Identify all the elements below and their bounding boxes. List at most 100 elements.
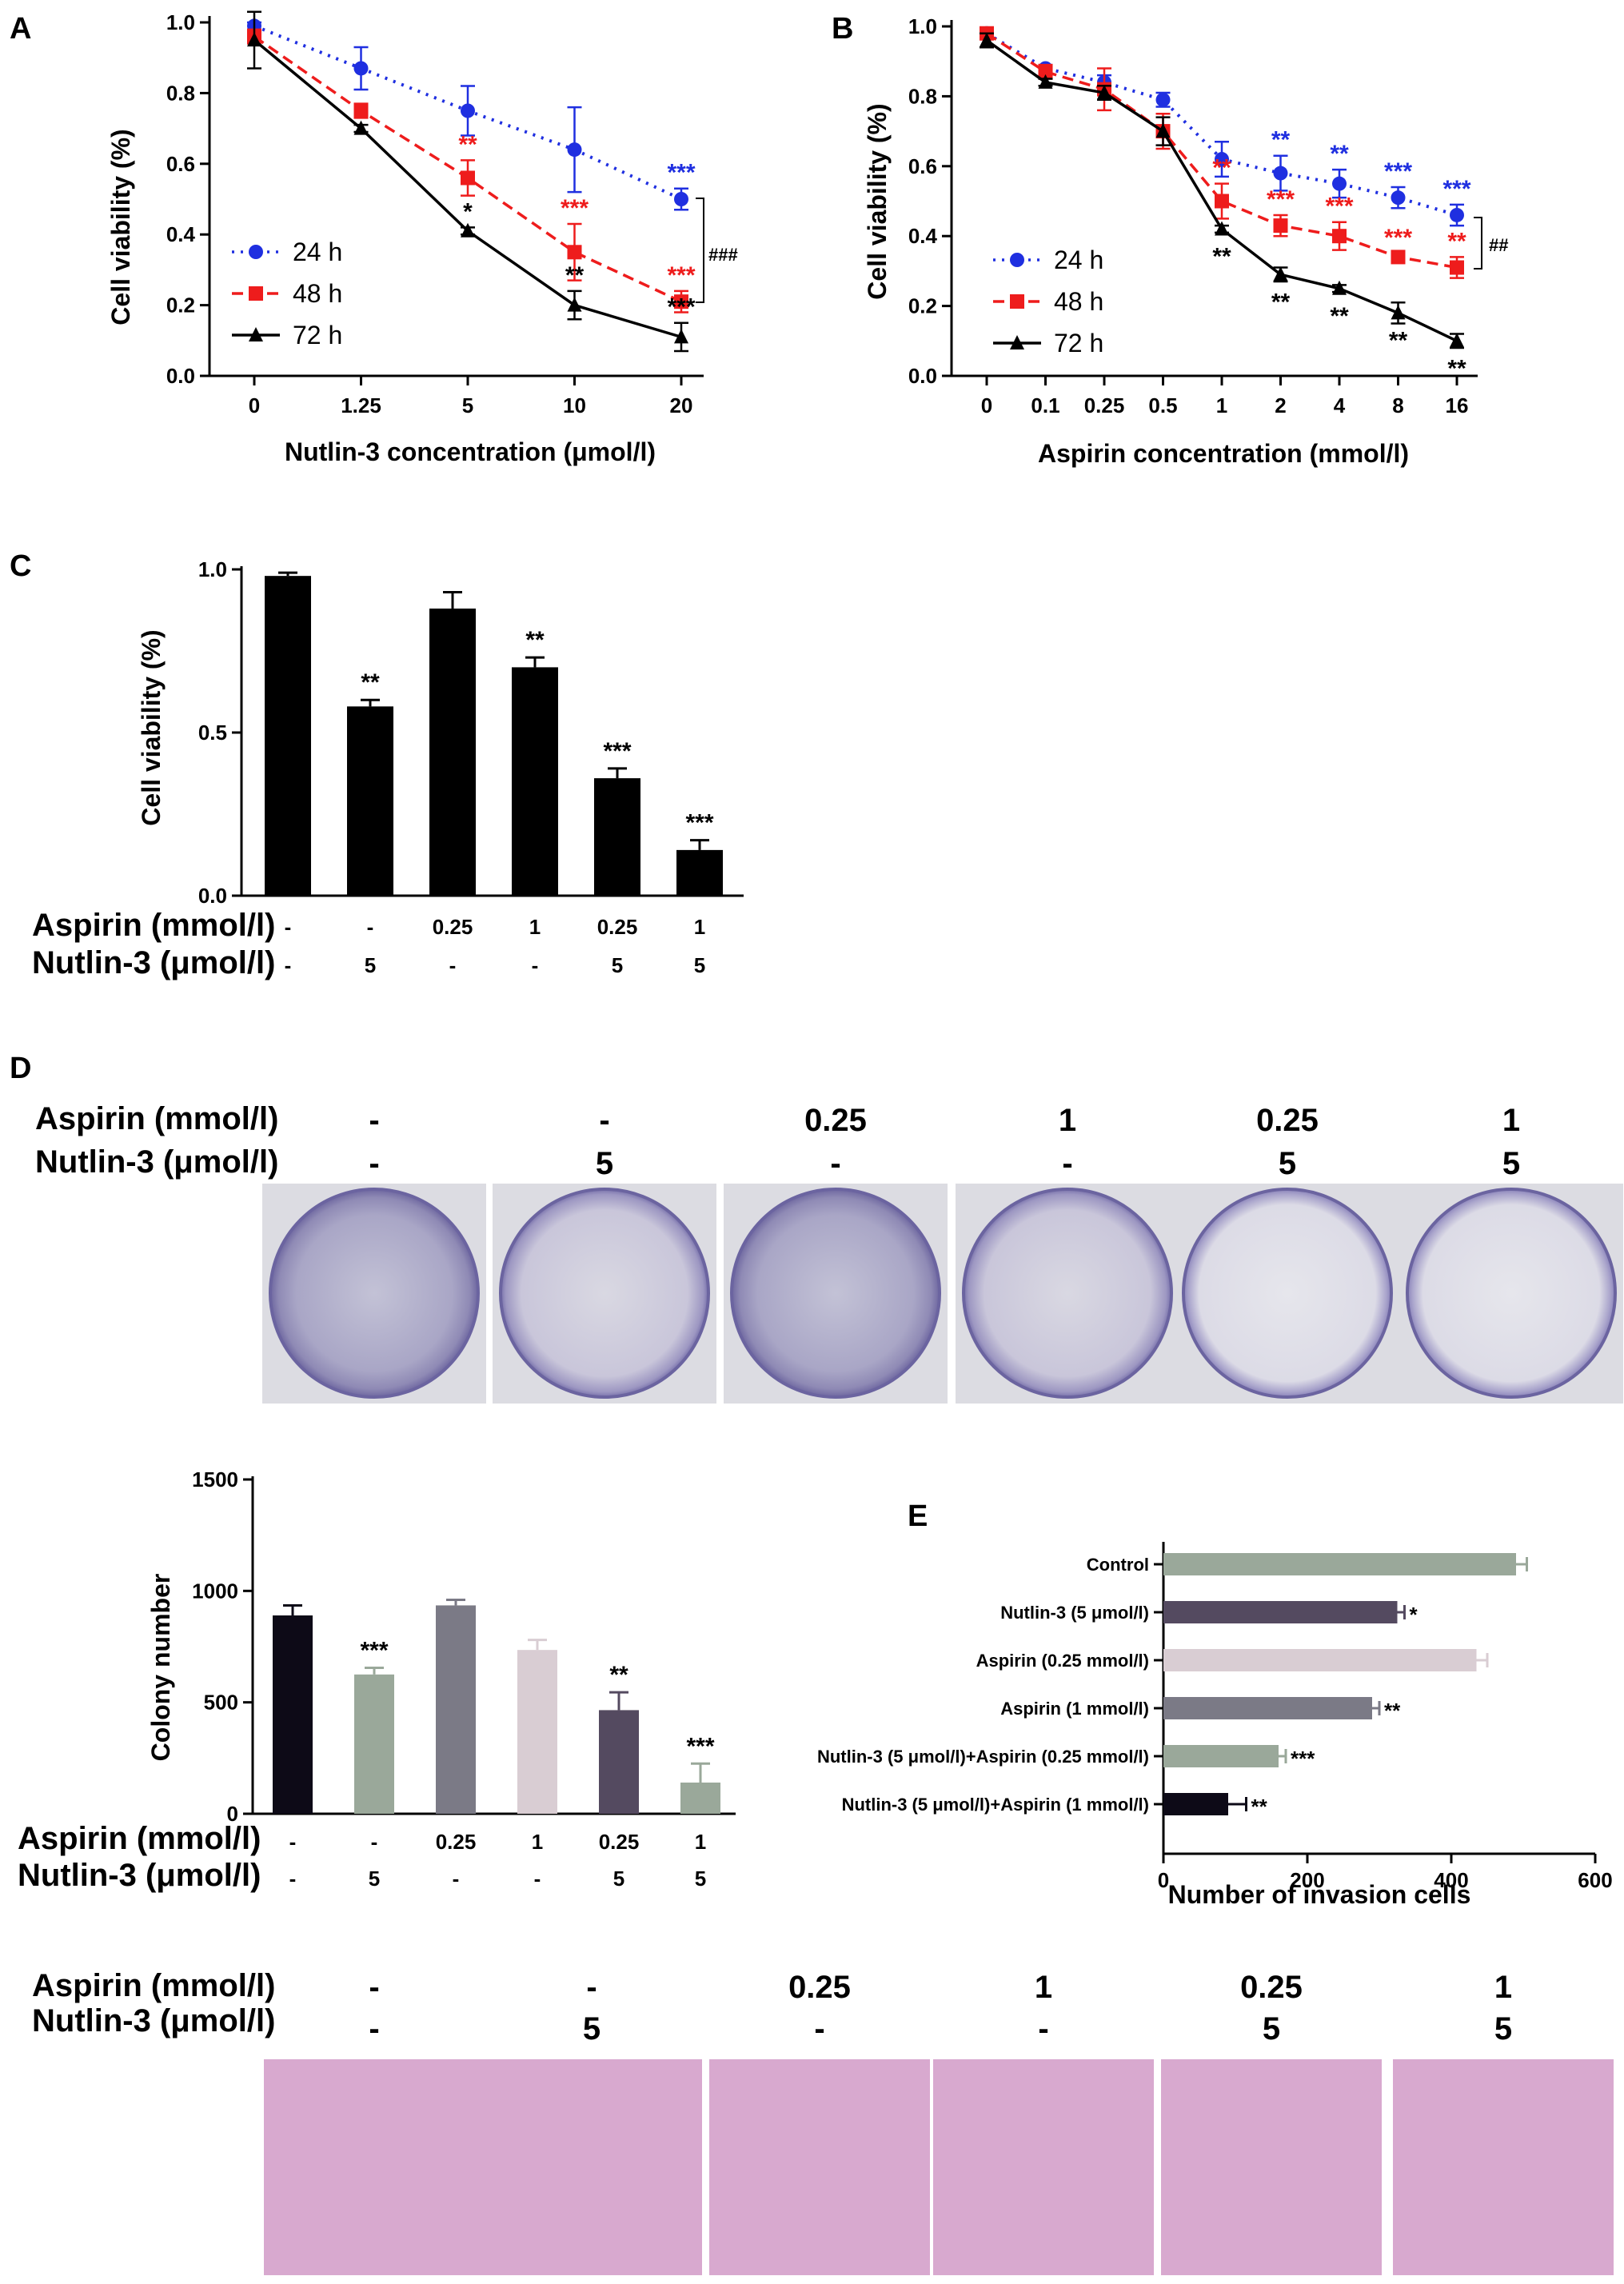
panel-d-nutlin-value: 5 xyxy=(695,1867,706,1891)
panel-e-category-label: Nutlin-3 (5 μmol/l) xyxy=(1000,1603,1149,1623)
panel-a-series-1: ******** xyxy=(247,28,696,313)
panel-d-bar xyxy=(599,1710,639,1814)
panel-b-legend-marker xyxy=(1010,335,1024,349)
panel-b-series-1: ***** ****** ** xyxy=(980,26,1466,279)
panel-d-aspirin-value: 1 xyxy=(532,1830,543,1854)
panel-d-aspirin-value: - xyxy=(289,1830,297,1854)
panel-d-plate-nutlin-value: 5 xyxy=(596,1146,613,1181)
panel-b-x-tick-label: 1 xyxy=(1216,393,1227,417)
panel-d-plate-nutlin-value: - xyxy=(369,1146,379,1181)
invasion-nutlin-value: - xyxy=(369,2011,379,2046)
panel-d-aspirin-value: - xyxy=(371,1830,378,1854)
panel-c: C 0.00.51.0 ********** Cell viability (%… xyxy=(10,549,744,980)
panel-a-y-tick-label: 0.2 xyxy=(166,293,195,317)
panel-c-bar xyxy=(429,608,476,896)
panel-b-point xyxy=(1038,74,1053,89)
panel-b-legend-label: 48 h xyxy=(1054,287,1103,316)
panel-d-bar xyxy=(273,1615,313,1814)
panel-d-colony-plates xyxy=(262,1184,1623,1404)
panel-c-significance: ** xyxy=(525,627,545,653)
panel-a-significance: *** xyxy=(667,294,695,321)
panel-d-plate-group-labels: - - - 5 0.25 - 1 - 0.25 5 1 5 xyxy=(369,1103,1520,1181)
panel-b-point xyxy=(1215,194,1229,209)
panel-a-legend-label: 24 h xyxy=(293,238,342,266)
panel-d-nutlin-value: 5 xyxy=(369,1867,380,1891)
panel-d-aspirin-value: 0.25 xyxy=(436,1830,477,1854)
panel-a-x-tick-label: 5 xyxy=(462,393,473,417)
panel-d-plate-aspirin-value: - xyxy=(369,1103,379,1138)
panel-b-x-tick-label: 16 xyxy=(1446,393,1469,417)
panel-a-point xyxy=(674,192,688,206)
panel-d-chart-row-nutlin-label: Nutlin-3 (μmol/l) xyxy=(18,1858,261,1893)
panel-b-point xyxy=(1155,92,1171,107)
panel-b-legend-marker xyxy=(1010,294,1024,309)
panel-d-row-aspirin-label: Aspirin (mmol/l) xyxy=(35,1101,278,1136)
panel-d-plate-aspirin-value: 0.25 xyxy=(804,1103,867,1138)
panel-a-legend-label: 72 h xyxy=(293,321,342,349)
panel-c-aspirin-value: - xyxy=(285,915,292,939)
panel-a-xlabel: Nutlin-3 concentration (μmol/l) xyxy=(285,437,656,466)
invasion-nutlin-value: - xyxy=(1038,2011,1048,2046)
panel-a-x-tick-label: 0 xyxy=(249,393,260,417)
panel-d-y-tick-label: 0 xyxy=(227,1802,238,1826)
panel-a-significance: * xyxy=(463,198,473,225)
panel-c-aspirin-value: 1 xyxy=(529,915,541,939)
panel-e-bars: ******** xyxy=(1163,1553,1528,1819)
panel-d-plate-aspirin-value: 1 xyxy=(1502,1103,1520,1138)
panel-a-axes: 0.0 0.2 0.4 0.6 0.8 1.0 0 1.25 5 10 20 xyxy=(166,10,704,417)
panel-a-x-tick-label: 1.25 xyxy=(341,393,381,417)
panel-c-bar xyxy=(347,706,393,896)
panel-d: D Aspirin (mmol/l) Nutlin-3 (μmol/l) - - -… xyxy=(10,1052,1623,1893)
panel-a-y-tick-label: 0.8 xyxy=(166,81,195,105)
panel-c-group-labels: - - - 5 0.25 - 1 - 0.25 5 1 5 xyxy=(285,915,706,977)
panel-d-bar xyxy=(680,1782,720,1814)
panel-b-bracket: ## xyxy=(1474,217,1508,270)
invasion-nutlin-value: 5 xyxy=(583,2011,601,2046)
invasion-micrograph xyxy=(481,2059,702,2275)
panel-b-legend-item: 24 h xyxy=(993,246,1103,274)
panel-label-c: C xyxy=(10,549,31,583)
panel-e-x-tick-label: 400 xyxy=(1434,1868,1468,1892)
panel-a-point xyxy=(247,32,261,47)
panel-a-point xyxy=(461,222,475,238)
panel-c-y-tick-label: 0.0 xyxy=(198,884,227,908)
panel-b-point xyxy=(1450,207,1464,222)
panel-b-point xyxy=(1215,152,1229,167)
panel-e-category-label: Nutlin-3 (5 μmol/l)+Aspirin (1 mmol/l) xyxy=(842,1795,1149,1815)
panel-c-row-aspirin-label: Aspirin (mmol/l) xyxy=(32,908,275,943)
panel-d-bar xyxy=(436,1605,476,1814)
panel-label-d: D xyxy=(10,1052,31,1085)
panel-e-category-label: Aspirin (0.25 mmol/l) xyxy=(976,1651,1149,1671)
panel-c-bar xyxy=(676,849,723,896)
panel-a-series: ***************** xyxy=(247,10,696,353)
panel-a-point xyxy=(567,245,582,260)
panel-a-y-tick-label: 0.4 xyxy=(166,222,196,246)
panel-c-aspirin-value: 0.25 xyxy=(597,915,638,939)
panel-b-series-2: ********** xyxy=(980,32,1466,381)
panel-b-x-tick-label: 0 xyxy=(981,393,992,417)
panel-a-x-tick-label: 10 xyxy=(563,393,586,417)
panel-d-bars: ******** xyxy=(273,1598,720,1814)
panel-b-bracket-label: ## xyxy=(1489,235,1508,255)
panel-b-x-tick-label: 2 xyxy=(1275,393,1286,417)
panel-a-legend-item: 24 h xyxy=(232,238,342,266)
panel-a-point xyxy=(461,170,475,186)
panel-e-significance: ** xyxy=(1251,1795,1268,1819)
panel-b-point xyxy=(1391,250,1406,265)
colony-plate-image xyxy=(262,1184,486,1404)
panel-a-point xyxy=(567,142,582,158)
panel-d-nutlin-value: - xyxy=(453,1867,460,1891)
panel-b-y-tick-label: 0.6 xyxy=(908,154,937,178)
panel-a-ylabel: Cell viability (%) xyxy=(106,129,135,325)
invasion-aspirin-value: 0.25 xyxy=(788,1970,851,2005)
panel-b-point xyxy=(1273,166,1288,181)
panel-d-row-nutlin-label: Nutlin-3 (μmol/l) xyxy=(35,1144,278,1180)
panel-a-significance: *** xyxy=(667,262,695,289)
panel-d-bar xyxy=(517,1650,557,1814)
panel-label-b: B xyxy=(832,12,853,46)
panel-b-point xyxy=(1215,221,1229,236)
panel-b-axes: 0.0 0.2 0.4 0.6 0.8 1.0 0 0.1 0.25 0.5 1 2 4 8 16 xyxy=(908,14,1478,417)
panel-a-point xyxy=(674,329,688,344)
invasion-micrograph xyxy=(1161,2059,1382,2275)
colony-plate-image xyxy=(1399,1184,1623,1404)
